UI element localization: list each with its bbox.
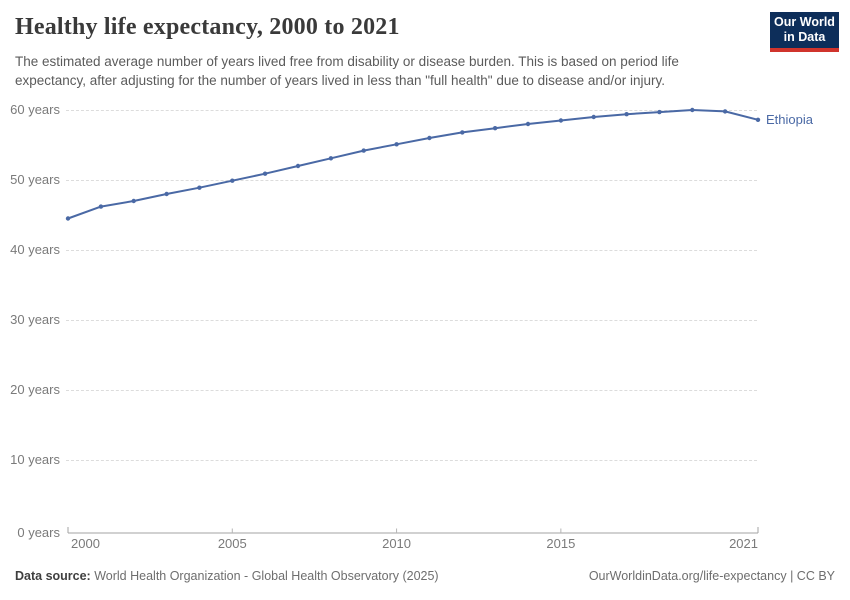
x-axis-label: 2015 bbox=[546, 536, 576, 551]
owid-logo-line2: in Data bbox=[783, 30, 826, 44]
owid-logo[interactable]: Our World in Data bbox=[770, 12, 839, 52]
chart-subtitle: The estimated average number of years li… bbox=[15, 54, 679, 88]
plot-area bbox=[65, 107, 761, 534]
x-axis-label: 2021 bbox=[729, 536, 758, 551]
data-source-text: World Health Organization - Global Healt… bbox=[94, 569, 439, 583]
x-axis-label: 2005 bbox=[217, 536, 247, 551]
owid-logo-line1: Our World bbox=[774, 15, 835, 29]
series-label-ethiopia[interactable]: Ethiopia bbox=[766, 111, 813, 127]
gridline bbox=[66, 460, 757, 461]
y-axis-label: 40 years bbox=[10, 242, 60, 257]
data-point[interactable] bbox=[460, 130, 465, 135]
page-title: Healthy life expectancy, 2000 to 2021 bbox=[15, 14, 400, 40]
y-axis-label: 60 years bbox=[10, 102, 60, 117]
gridline bbox=[66, 320, 757, 321]
data-point[interactable] bbox=[624, 112, 629, 117]
data-point[interactable] bbox=[65, 216, 71, 221]
y-axis-label: 30 years bbox=[10, 312, 60, 327]
data-point[interactable] bbox=[131, 198, 136, 204]
y-axis-label: 20 years bbox=[10, 382, 60, 397]
data-point[interactable] bbox=[492, 126, 498, 131]
gridline bbox=[66, 250, 757, 251]
data-point[interactable] bbox=[98, 204, 104, 209]
gridline bbox=[66, 110, 757, 111]
data-point[interactable] bbox=[591, 114, 596, 120]
data-point[interactable] bbox=[361, 148, 366, 153]
line-chart: 0 years 10 years 20 years 30 years 40 years 5… bbox=[0, 95, 850, 575]
data-point[interactable] bbox=[394, 142, 399, 147]
footer-separator: | bbox=[786, 569, 797, 583]
footer-links: OurWorldinData.org/life-expectancy | CC … bbox=[589, 569, 835, 583]
data-point[interactable] bbox=[755, 117, 761, 122]
ethiopia-line[interactable] bbox=[67, 109, 759, 220]
data-point[interactable] bbox=[197, 185, 202, 190]
y-axis-label: 50 years bbox=[10, 172, 60, 187]
data-point[interactable] bbox=[164, 191, 169, 197]
data-point[interactable] bbox=[525, 121, 531, 127]
data-point[interactable] bbox=[657, 109, 662, 115]
y-axis-label: 10 years bbox=[10, 452, 60, 467]
data-source-label: Data source: bbox=[15, 569, 91, 583]
x-axis-label: 2010 bbox=[382, 536, 412, 551]
data-point[interactable] bbox=[558, 118, 564, 123]
data-source: Data source: World Health Organization -… bbox=[15, 569, 439, 583]
footer-license-link[interactable]: CC BY bbox=[796, 569, 835, 583]
gridline bbox=[66, 390, 757, 391]
data-point[interactable] bbox=[690, 107, 695, 113]
data-point[interactable] bbox=[328, 156, 334, 161]
data-point[interactable] bbox=[262, 171, 268, 176]
data-point[interactable] bbox=[230, 178, 235, 183]
footer-url-link[interactable]: OurWorldinData.org/life-expectancy bbox=[588, 569, 787, 583]
x-axis-endcaps bbox=[67, 527, 759, 533]
gridline bbox=[66, 180, 757, 181]
x-axis-label: 2000 bbox=[71, 536, 100, 551]
data-point[interactable] bbox=[427, 135, 432, 141]
data-point[interactable] bbox=[722, 109, 728, 114]
y-axis-label: 0 years bbox=[17, 525, 60, 540]
data-point[interactable] bbox=[295, 163, 301, 169]
